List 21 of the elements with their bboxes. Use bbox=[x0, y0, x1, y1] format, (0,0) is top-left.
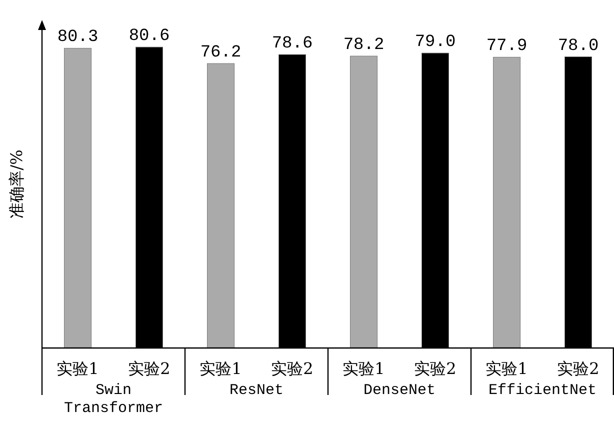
text: 实验2 bbox=[271, 359, 314, 378]
data-label: 78.0 bbox=[558, 36, 599, 56]
data-label: 79.0 bbox=[414, 33, 456, 52]
x-tick-label: EfficientNet bbox=[488, 382, 597, 399]
x-tick-label: ResNet bbox=[229, 382, 284, 399]
text: 实验1 bbox=[486, 359, 528, 378]
x-tick-label: DenseNet bbox=[363, 382, 436, 399]
data-label: 76.2 bbox=[200, 44, 242, 63]
text: 实验2 bbox=[414, 359, 456, 378]
data-label: 78.6 bbox=[272, 34, 313, 54]
y-axis-title: 准确率/% bbox=[7, 150, 26, 218]
data-label: 80.6 bbox=[128, 27, 170, 46]
data-label: 80.3 bbox=[57, 28, 98, 48]
x-tick-label: Swin Transformer bbox=[64, 382, 164, 417]
text: 实验1 bbox=[200, 359, 242, 378]
data-label: 78.2 bbox=[343, 36, 384, 56]
text: 实验2 bbox=[557, 359, 600, 378]
text: 实验1 bbox=[342, 359, 385, 378]
series-label: 实验1 bbox=[56, 359, 99, 378]
data-label: 77.9 bbox=[486, 37, 528, 56]
series-label: 实验2 bbox=[128, 359, 170, 378]
